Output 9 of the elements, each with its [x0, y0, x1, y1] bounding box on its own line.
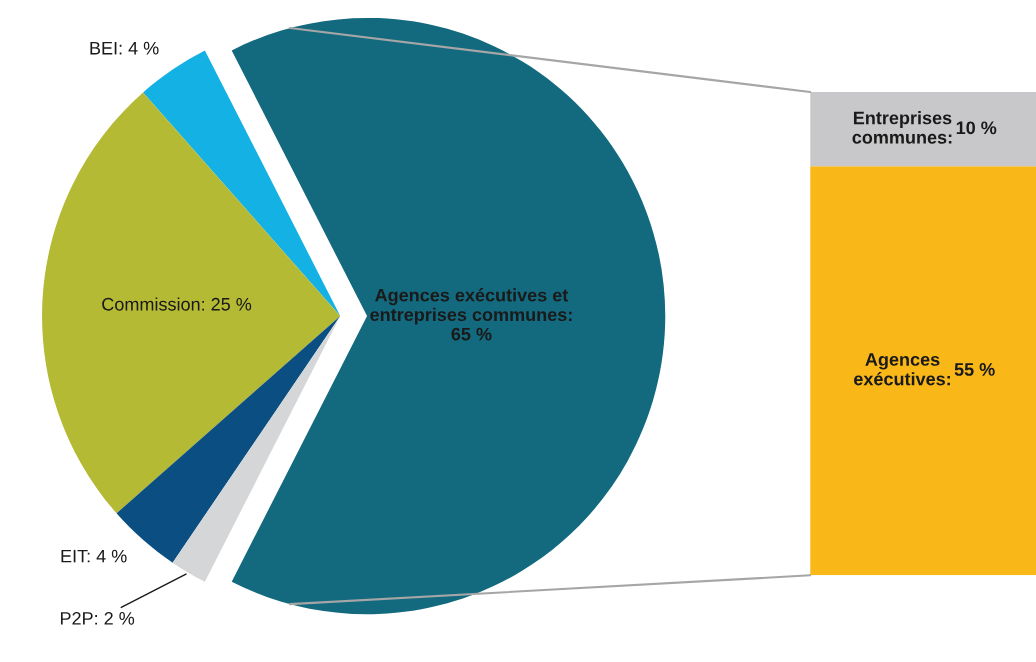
series-label: Agences exécutives: — [854, 353, 950, 386]
series-label: Entreprises communes: — [852, 111, 952, 144]
slice-label: Agences exécutives et entreprises communes: 65 % — [370, 288, 572, 341]
data-label: 55 % — [954, 363, 995, 376]
slice-label: Commission: 25 % — [102, 297, 252, 311]
slice-label: BEI: 4 % — [90, 41, 159, 55]
data-label: 10 % — [956, 121, 997, 135]
slice-label: EIT: 4 % — [61, 549, 127, 563]
slice-label: P2P: 2 % — [60, 612, 135, 625]
